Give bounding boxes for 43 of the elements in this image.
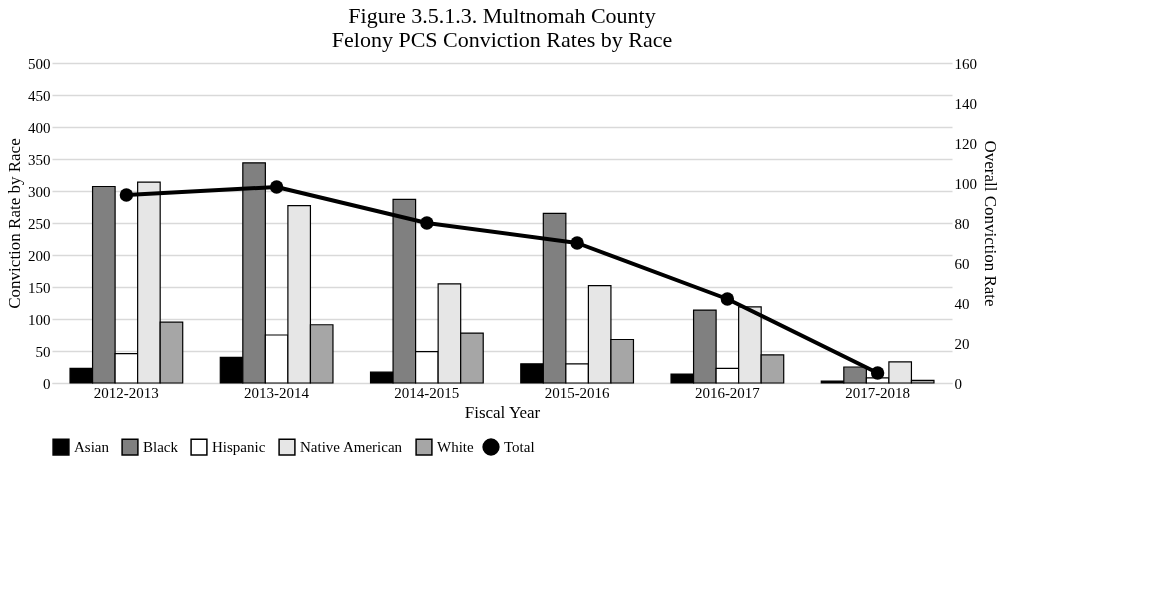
y-tick-label: 200	[28, 247, 51, 264]
y-tick-label: 300	[28, 183, 51, 200]
y2-tick-label: 20	[954, 335, 970, 352]
y2-tick-label: 140	[954, 95, 977, 112]
y-tick-label: 450	[28, 87, 51, 104]
y2-tick-label: 160	[954, 55, 977, 72]
x-tick-label: 2013-2014	[244, 384, 310, 401]
legend-label: White	[437, 439, 474, 456]
x-tick-label: 2015-2016	[544, 384, 611, 401]
y-tick-label: 400	[28, 119, 51, 136]
point	[269, 180, 284, 194]
y-tick-label: 350	[28, 151, 51, 168]
point	[119, 188, 134, 202]
y2-axis-title: Overall Conviction Rate	[981, 140, 1000, 307]
point	[420, 216, 434, 230]
legend-label: Asian	[74, 439, 110, 456]
y2-tick-label: 40	[954, 295, 970, 312]
y-tick-label: 50	[35, 343, 51, 360]
y-tick-label: 500	[28, 55, 51, 72]
x-tick-label: 2016-2017	[694, 384, 761, 401]
y2-tick-label: 120	[954, 135, 977, 152]
point	[870, 366, 885, 380]
text: Felony PCS Conviction Rates by Race	[331, 27, 673, 52]
legend-label: Native American	[300, 439, 403, 456]
y2-tick-label: 100	[954, 175, 977, 192]
legend-label: Total	[504, 439, 535, 455]
point	[570, 236, 584, 250]
y-axis-title: Conviction Rate by Race	[5, 138, 24, 309]
y-tick-label: 0	[43, 375, 51, 392]
point	[720, 292, 735, 306]
y-tick-label: 250	[28, 215, 51, 232]
legend-label: Hispanic	[212, 439, 266, 456]
y-tick-label: 100	[28, 311, 51, 328]
x-tick-label: 2014-2015	[394, 384, 460, 401]
legend-label: Black	[143, 439, 179, 456]
y2-tick-label: 80	[954, 215, 970, 232]
x-tick-label: 2012-2013	[93, 384, 159, 401]
text: Figure 3.5.1.3. Multnomah County	[348, 3, 656, 28]
y-tick-label: 150	[28, 279, 51, 296]
x-axis-title: Fiscal Year	[464, 402, 541, 422]
y2-tick-label: 0	[954, 375, 962, 392]
x-tick-label: 2017-2018	[845, 384, 911, 401]
y2-tick-label: 60	[954, 255, 970, 272]
